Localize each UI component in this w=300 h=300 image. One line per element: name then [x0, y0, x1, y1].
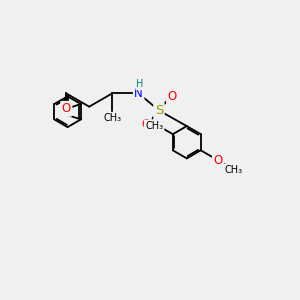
Text: H: H — [136, 79, 144, 89]
Text: O: O — [213, 154, 223, 167]
Text: O: O — [61, 102, 71, 115]
Text: S: S — [155, 104, 163, 117]
Text: O: O — [141, 118, 150, 130]
Text: O: O — [167, 90, 177, 103]
Text: CH₃: CH₃ — [225, 164, 243, 175]
Text: N: N — [134, 87, 143, 100]
Text: CH₃: CH₃ — [103, 113, 121, 123]
Text: CH₃: CH₃ — [145, 121, 163, 131]
